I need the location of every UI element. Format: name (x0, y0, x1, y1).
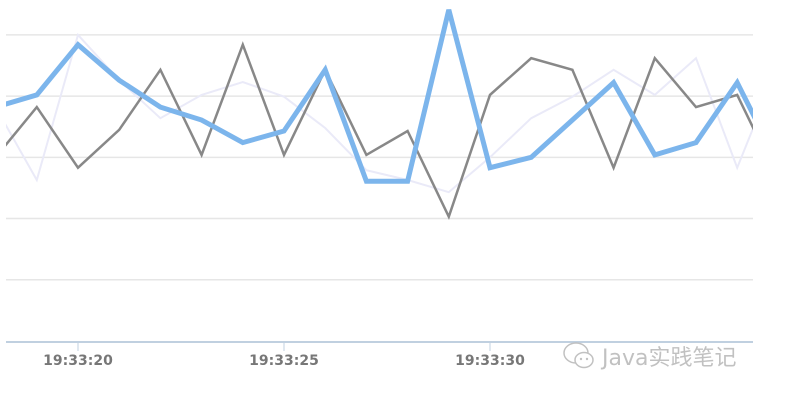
watermark: Java实践笔记 (562, 340, 736, 372)
series-group (6, 9, 753, 221)
gridlines (6, 34, 753, 281)
x-axis: 19:33:20 19:33:25 19:33:30 (6, 341, 753, 369)
wechat-icon (563, 342, 594, 369)
watermark-text: Java实践笔记 (602, 346, 737, 371)
series-line-2 (6, 9, 753, 184)
x-tick-label: 19:33:30 (455, 353, 525, 369)
series-line-1 (6, 41, 753, 221)
x-tick-label: 19:33:20 (43, 353, 113, 369)
x-tick-label: 19:33:25 (249, 353, 319, 369)
series-line-0 (6, 32, 753, 194)
